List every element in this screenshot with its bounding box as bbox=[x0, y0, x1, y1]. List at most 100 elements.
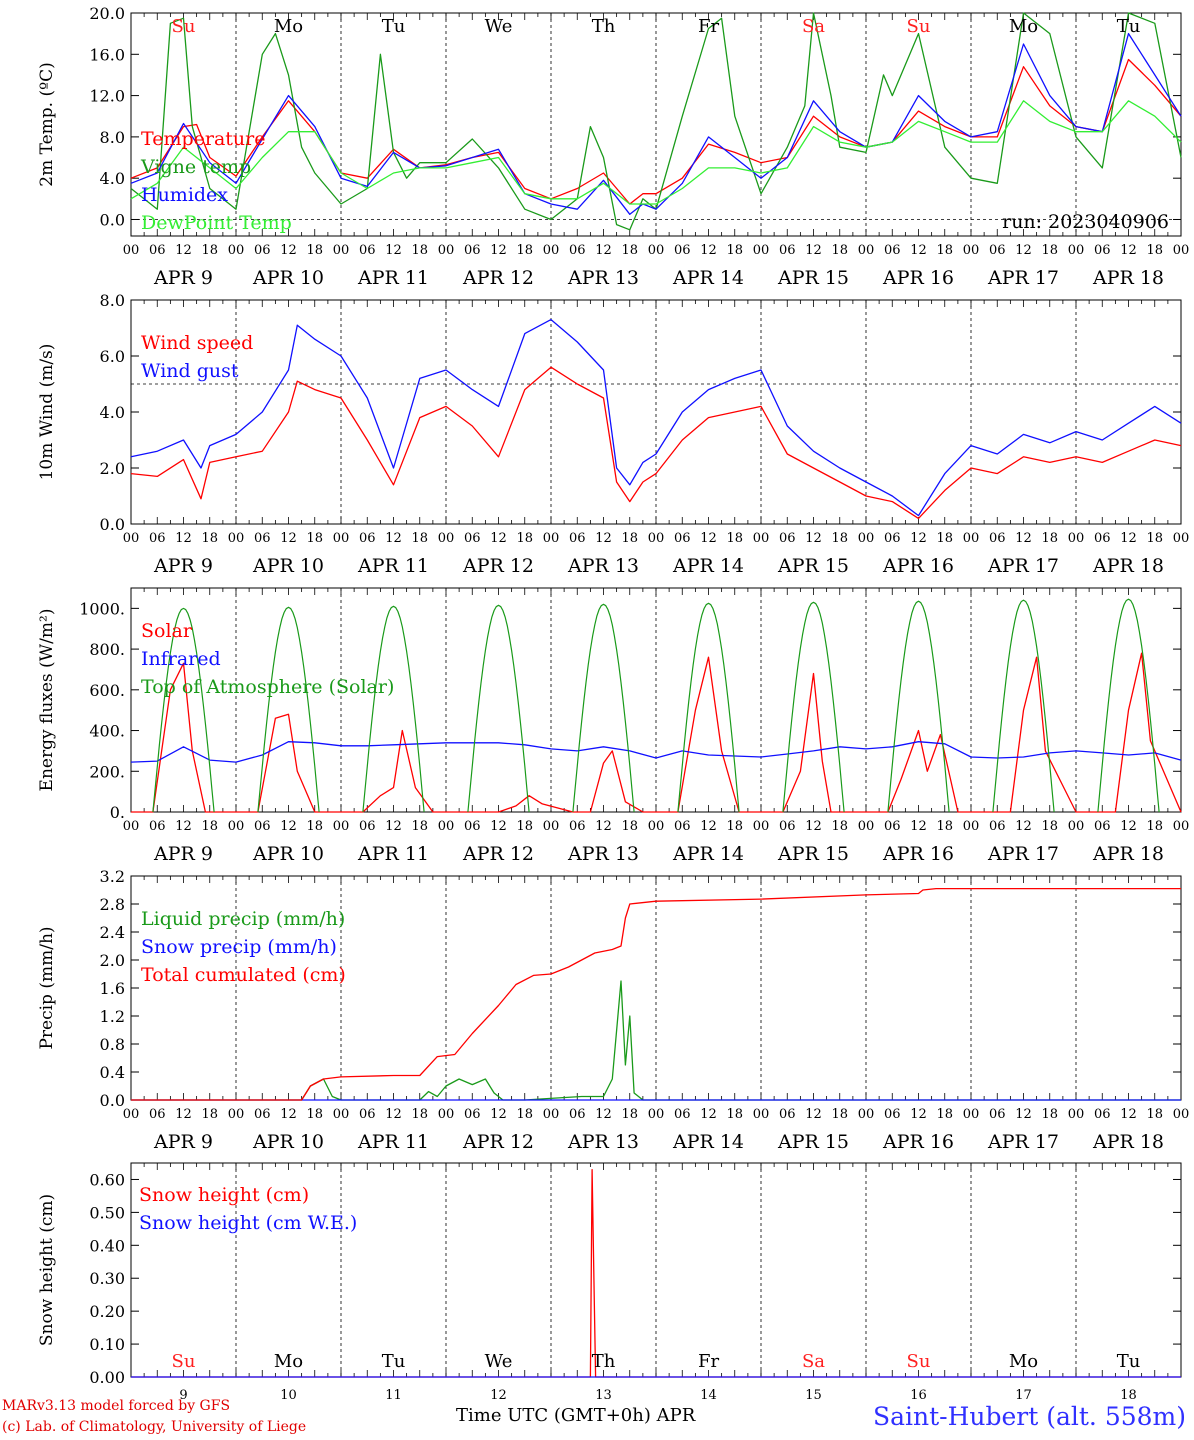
x-hour-label: 00 bbox=[1068, 531, 1085, 546]
x-hour-label: 06 bbox=[1094, 531, 1111, 546]
x-hour-label: 00 bbox=[858, 243, 875, 258]
y-tick-label: 2.8 bbox=[100, 895, 125, 914]
x-hour-label: 18 bbox=[1041, 819, 1058, 834]
x-hour-label: 06 bbox=[989, 243, 1006, 258]
x-hour-label: 12 bbox=[280, 1107, 297, 1122]
x-hour-label: 06 bbox=[254, 819, 271, 834]
x-hour-label: 12 bbox=[595, 1107, 612, 1122]
day-name-label: Su bbox=[172, 1351, 196, 1372]
x-hour-label: 12 bbox=[1015, 243, 1032, 258]
x-hour-label: 06 bbox=[1094, 819, 1111, 834]
legend-entry: Humidex bbox=[141, 184, 228, 206]
x-hour-label: 00 bbox=[438, 819, 455, 834]
x-hour-label: 12 bbox=[1120, 531, 1137, 546]
x-hour-label: 06 bbox=[569, 531, 586, 546]
day-name-label: Su bbox=[907, 16, 931, 37]
x-hour-label: 12 bbox=[805, 1107, 822, 1122]
x-date-label: APR 17 bbox=[987, 267, 1059, 289]
series-line-top-of-atmosphere bbox=[992, 599, 1055, 813]
x-day-number: 18 bbox=[1120, 1388, 1137, 1403]
x-hour-label: 00 bbox=[123, 243, 140, 258]
x-date-label: APR 9 bbox=[153, 267, 213, 289]
x-hour-label: 06 bbox=[989, 1107, 1006, 1122]
x-hour-label: 06 bbox=[149, 243, 166, 258]
x-hour-label: 06 bbox=[674, 819, 691, 834]
x-date-label: APR 14 bbox=[672, 843, 744, 865]
x-hour-label: 00 bbox=[438, 531, 455, 546]
series-line-top-of-atmosphere bbox=[257, 606, 320, 813]
y-tick-label: 0.50 bbox=[89, 1203, 125, 1222]
x-hour-label: 18 bbox=[306, 531, 323, 546]
legend-entry: Infrared bbox=[141, 648, 221, 670]
x-hour-label: 00 bbox=[963, 531, 980, 546]
x-hour-label: 06 bbox=[884, 819, 901, 834]
day-name-label: Tu bbox=[1117, 16, 1141, 37]
x-hour-label: 00 bbox=[228, 243, 245, 258]
x-hour-label: 18 bbox=[936, 819, 953, 834]
x-hour-label: 18 bbox=[201, 531, 218, 546]
x-hour-label: 18 bbox=[411, 819, 428, 834]
day-name-label: Fr bbox=[698, 16, 719, 37]
day-name-label: Sa bbox=[802, 16, 825, 37]
x-hour-label: 18 bbox=[411, 1107, 428, 1122]
x-hour-label: 12 bbox=[595, 531, 612, 546]
x-hour-label: 12 bbox=[700, 819, 717, 834]
x-hour-label: 18 bbox=[1146, 819, 1163, 834]
x-hour-label: 06 bbox=[464, 1107, 481, 1122]
x-date-label: APR 15 bbox=[777, 267, 849, 289]
x-date-label: APR 18 bbox=[1092, 843, 1164, 865]
x-hour-label: 12 bbox=[490, 819, 507, 834]
y-tick-label: 20.0 bbox=[89, 4, 125, 23]
x-hour-label: 00 bbox=[1173, 243, 1190, 258]
plot-frame bbox=[130, 587, 1182, 813]
x-date-label: APR 15 bbox=[777, 555, 849, 577]
x-hour-label: 06 bbox=[779, 531, 796, 546]
y-tick-label: 0.0 bbox=[100, 1091, 125, 1110]
x-hour-label: 00 bbox=[1173, 531, 1190, 546]
y-tick-label: 8.0 bbox=[100, 291, 125, 310]
legend-entry: Snow precip (mm/h) bbox=[141, 936, 337, 958]
x-hour-label: 18 bbox=[516, 1107, 533, 1122]
x-hour-label: 06 bbox=[779, 819, 796, 834]
x-hour-label: 00 bbox=[438, 243, 455, 258]
x-hour-label: 06 bbox=[359, 531, 376, 546]
x-hour-label: 00 bbox=[753, 531, 770, 546]
series-line-wind-speed bbox=[130, 366, 1182, 520]
y-tick-label: 1000. bbox=[79, 599, 125, 618]
x-hour-label: 12 bbox=[385, 531, 402, 546]
day-name-label: Sa bbox=[802, 1351, 825, 1372]
x-hour-label: 12 bbox=[1015, 819, 1032, 834]
legend-entry: Snow height (cm W.E.) bbox=[139, 1212, 357, 1234]
x-hour-label: 00 bbox=[858, 1107, 875, 1122]
x-hour-label: 18 bbox=[621, 243, 638, 258]
y-tick-label: 0.4 bbox=[100, 1063, 125, 1082]
x-hour-label: 12 bbox=[175, 819, 192, 834]
x-hour-label: 12 bbox=[910, 531, 927, 546]
y-tick-label: 0.60 bbox=[89, 1170, 125, 1189]
x-date-label: APR 10 bbox=[252, 555, 324, 577]
y-axis-label: 2m Temp. (ºC) bbox=[37, 62, 57, 187]
x-hour-label: 12 bbox=[280, 531, 297, 546]
x-hour-label: 00 bbox=[963, 819, 980, 834]
y-tick-label: 0.8 bbox=[100, 1035, 125, 1054]
lab-credit: (c) Lab. of Climatology, University of L… bbox=[2, 1419, 307, 1435]
x-hour-label: 06 bbox=[989, 819, 1006, 834]
x-axis-title: Time UTC (GMT+0h) APR bbox=[456, 1405, 696, 1426]
x-hour-label: 12 bbox=[910, 243, 927, 258]
series-line-infrared bbox=[130, 741, 1182, 763]
x-hour-label: 18 bbox=[936, 531, 953, 546]
x-day-number: 16 bbox=[910, 1388, 927, 1403]
x-hour-label: 18 bbox=[831, 243, 848, 258]
series-line-dewpoint-temp bbox=[130, 100, 1182, 205]
series-line-total-cumulated-cm bbox=[131, 887, 1181, 1101]
x-date-label: APR 17 bbox=[987, 1131, 1059, 1153]
x-hour-label: 18 bbox=[1146, 1107, 1163, 1122]
x-day-number: 10 bbox=[280, 1388, 297, 1403]
series-line-solar bbox=[131, 652, 1182, 813]
legend-entry: Top of Atmosphere (Solar) bbox=[141, 676, 394, 698]
x-hour-label: 00 bbox=[1173, 1107, 1190, 1122]
day-name-label: Th bbox=[592, 1351, 616, 1372]
series-line-top-of-atmosphere bbox=[677, 602, 740, 813]
x-hour-label: 18 bbox=[201, 819, 218, 834]
x-date-label: APR 10 bbox=[252, 843, 324, 865]
